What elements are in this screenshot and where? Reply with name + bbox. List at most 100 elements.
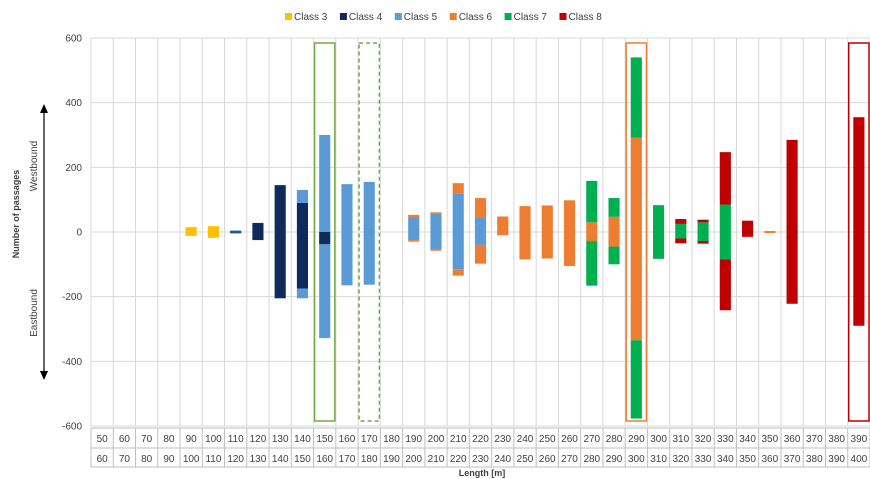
x-bin-upper-label: 220 bbox=[450, 454, 467, 465]
x-bin-lower-label: 390 bbox=[851, 434, 868, 445]
x-bin-upper-label: 160 bbox=[316, 454, 333, 465]
bar-class-6-eastbound bbox=[630, 232, 642, 341]
x-bin-lower-label: 140 bbox=[294, 434, 311, 445]
bar-class-6-eastbound bbox=[519, 232, 531, 260]
bar-class-5-eastbound bbox=[230, 232, 242, 234]
legend-label: Class 3 bbox=[294, 12, 328, 23]
legend-swatch bbox=[285, 13, 292, 20]
y-axis-ticks: 600 400 200 0 -200 -400 -600 bbox=[62, 34, 82, 433]
x-bin-upper-label: 240 bbox=[494, 454, 511, 465]
westbound-label: Westbound bbox=[29, 141, 40, 191]
x-bin-upper-label: 200 bbox=[405, 454, 422, 465]
bar-class-5-eastbound bbox=[408, 232, 420, 241]
x-bin-lower-label: 220 bbox=[472, 434, 489, 445]
legend-label: Class 4 bbox=[349, 12, 383, 23]
bar-class-8-westbound bbox=[853, 117, 865, 232]
bar-class-6-eastbound bbox=[474, 244, 487, 264]
x-bin-upper-label: 110 bbox=[205, 454, 221, 465]
bar-class-8-westbound bbox=[719, 152, 731, 205]
x-bin-lower-label: 200 bbox=[428, 434, 445, 445]
x-bin-upper-label: 120 bbox=[227, 454, 244, 465]
y-tick-label: 200 bbox=[65, 163, 82, 174]
x-bin-upper-label: 230 bbox=[472, 454, 489, 465]
bar-class-7-westbound bbox=[697, 222, 709, 232]
x-bin-lower-label: 170 bbox=[361, 434, 378, 445]
legend-swatch bbox=[559, 13, 567, 20]
bar-class-8-eastbound bbox=[697, 241, 709, 244]
bar-class-5-eastbound bbox=[319, 244, 331, 339]
x-bin-lower-label: 50 bbox=[97, 434, 109, 445]
x-bin-lower-label: 60 bbox=[119, 434, 131, 445]
y-tick-label: -200 bbox=[62, 292, 82, 303]
bar-class-7-westbound bbox=[675, 223, 687, 232]
bar-class-3-westbound bbox=[207, 226, 219, 232]
legend-swatch bbox=[449, 13, 457, 20]
x-bin-lower-label: 280 bbox=[606, 434, 623, 445]
legend-entry: Class 6 bbox=[449, 12, 493, 23]
x-bin-lower-label: 360 bbox=[784, 434, 801, 445]
bar-class-5-westbound bbox=[408, 217, 420, 232]
bar-class-3-westbound bbox=[185, 227, 197, 232]
x-bin-upper-label: 60 bbox=[97, 454, 109, 465]
bars bbox=[185, 57, 865, 419]
bar-class-6-westbound bbox=[541, 205, 553, 232]
x-bin-upper-label: 210 bbox=[428, 454, 445, 465]
x-bin-upper-label: 250 bbox=[517, 454, 534, 465]
legend-swatch bbox=[504, 13, 512, 20]
x-bin-lower-label: 230 bbox=[494, 434, 511, 445]
legend-label: Class 7 bbox=[514, 12, 548, 23]
y-tick-label: -600 bbox=[62, 422, 82, 433]
x-bin-lower-label: 100 bbox=[205, 434, 222, 445]
bar-class-7-westbound bbox=[586, 180, 598, 223]
x-bin-lower-label: 330 bbox=[717, 434, 734, 445]
y-tick-label: 600 bbox=[65, 34, 82, 45]
legend: Class 3 Class 4 Class 5 Class 6 Class 7 Class… bbox=[285, 12, 602, 23]
x-bin-upper-label: 330 bbox=[695, 454, 712, 465]
bar-class-4-eastbound bbox=[319, 232, 331, 245]
bar-class-5-westbound bbox=[363, 181, 375, 232]
bar-class-8-westbound bbox=[786, 139, 798, 232]
eastbound-label: Eastbound bbox=[29, 289, 40, 337]
bar-class-6-westbound bbox=[563, 200, 576, 232]
bar-class-7-westbound bbox=[652, 205, 665, 232]
x-bin-upper-label: 70 bbox=[119, 454, 131, 465]
x-bin-lower-label: 290 bbox=[628, 434, 645, 445]
legend-label: Class 5 bbox=[404, 12, 438, 23]
x-bin-lower-label: 180 bbox=[383, 434, 400, 445]
legend-swatch bbox=[339, 13, 347, 20]
bar-class-7-eastbound bbox=[719, 232, 731, 260]
x-bin-upper-label: 190 bbox=[383, 454, 400, 465]
bar-class-7-eastbound bbox=[697, 232, 709, 242]
bar-class-7-eastbound bbox=[608, 246, 620, 265]
bar-class-5-eastbound bbox=[363, 232, 375, 285]
legend-entry: Class 5 bbox=[394, 12, 438, 23]
x-bin-upper-label: 390 bbox=[828, 454, 845, 465]
x-axis-length-bins: 50 60 60 70 70 80 80 90 90 100 100 110 110 120 120 130 1… bbox=[90, 427, 870, 468]
x-bin-lower-label: 240 bbox=[517, 434, 534, 445]
direction-arrow bbox=[40, 104, 48, 380]
bar-class-6-westbound bbox=[764, 231, 776, 233]
bar-class-7-eastbound bbox=[586, 241, 598, 286]
x-bin-upper-label: 300 bbox=[628, 454, 645, 465]
x-bin-upper-label: 90 bbox=[163, 454, 175, 465]
x-bin-upper-label: 380 bbox=[806, 454, 823, 465]
bar-class-8-eastbound bbox=[719, 259, 731, 311]
x-bin-lower-label: 70 bbox=[141, 434, 153, 445]
bar-class-6-eastbound bbox=[408, 240, 420, 242]
bar-class-4-eastbound bbox=[252, 232, 264, 241]
x-bin-upper-label: 130 bbox=[250, 454, 267, 465]
bar-class-6-westbound bbox=[408, 214, 420, 218]
bar-class-4-westbound bbox=[252, 222, 264, 232]
bar-class-8-eastbound bbox=[675, 238, 687, 244]
bar-class-6-eastbound bbox=[541, 232, 553, 259]
legend-label: Class 6 bbox=[459, 12, 493, 23]
bar-class-6-eastbound bbox=[452, 269, 464, 276]
x-bin-upper-label: 310 bbox=[650, 454, 667, 465]
bar-class-3-eastbound bbox=[207, 232, 219, 238]
highlight-box bbox=[625, 42, 648, 422]
bar-class-6-eastbound bbox=[586, 232, 598, 242]
y-tick-label: 400 bbox=[65, 98, 82, 109]
bar-class-4-westbound bbox=[296, 202, 309, 232]
x-bin-lower-label: 340 bbox=[739, 434, 756, 445]
bar-class-7-westbound bbox=[719, 204, 731, 232]
